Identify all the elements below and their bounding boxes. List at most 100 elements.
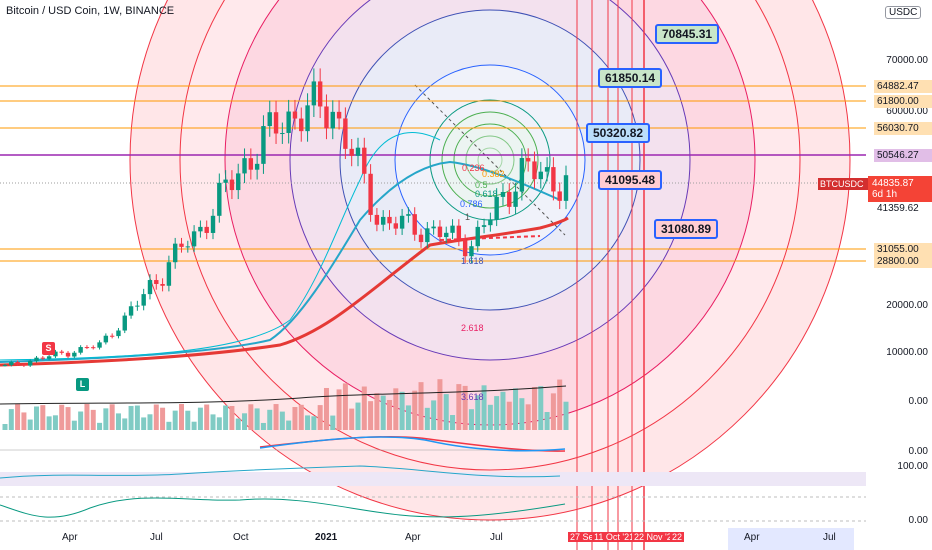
candle-body <box>406 214 411 216</box>
volume-bar <box>431 400 437 430</box>
candle-body <box>286 111 291 134</box>
fib-label: 1.618 <box>461 256 484 266</box>
candle-body <box>500 192 506 197</box>
ma-short <box>0 160 561 363</box>
candle-body <box>84 347 90 349</box>
candle-body <box>128 306 134 316</box>
currency-badge[interactable]: USDC <box>885 6 922 19</box>
volume-bar <box>128 405 134 430</box>
axis-label: 70000.00 <box>886 55 928 66</box>
x-label: Apr <box>62 532 78 543</box>
candle-body <box>91 347 96 349</box>
axis-label: 0.00 <box>908 446 928 457</box>
volume-bar <box>2 424 8 430</box>
volume-bar <box>115 413 121 430</box>
cycle-date-tag: 22 <box>670 532 685 542</box>
fib-trendline <box>414 84 566 236</box>
candle-body <box>248 158 254 170</box>
candle-body <box>59 351 64 353</box>
volume-bar <box>323 387 329 430</box>
volume-bar <box>500 391 506 430</box>
volume-bar <box>210 414 216 430</box>
x-label: Jul <box>150 532 163 543</box>
volume-bar <box>160 407 166 430</box>
volume-bar <box>147 414 153 430</box>
volume-bar <box>204 404 210 430</box>
volume-bar <box>387 399 393 430</box>
fib-circle <box>465 135 515 185</box>
volume-bar <box>254 408 260 430</box>
sell-marker[interactable]: S <box>42 342 55 355</box>
candle-body <box>72 352 77 357</box>
level-tag: 61800.00 <box>874 95 932 108</box>
candle-body <box>191 231 197 247</box>
volume-bar <box>273 404 279 430</box>
volume-bar <box>21 412 27 430</box>
candle-body <box>2 365 8 367</box>
volume-bar <box>65 407 71 430</box>
volume-bar <box>286 420 292 430</box>
candle-body <box>154 280 159 284</box>
callout-label[interactable]: 31080.89 <box>654 219 719 239</box>
candle-body <box>343 118 348 149</box>
x-label: Apr <box>405 532 421 543</box>
volume-group <box>0 379 569 430</box>
volume-bar <box>229 406 235 430</box>
candle-body <box>254 163 260 170</box>
cycle-date-tag: 27 Sep '21 <box>568 532 615 542</box>
candle-body <box>9 362 14 366</box>
candle-body <box>34 357 39 361</box>
callout-label[interactable]: 70845.31 <box>655 24 720 44</box>
candle-body <box>141 294 146 306</box>
volume-bar <box>185 410 191 430</box>
candle-body <box>97 342 102 348</box>
callout-label[interactable]: 50320.82 <box>586 123 651 143</box>
callout-label[interactable]: 61850.14 <box>598 68 663 88</box>
x-label: Oct <box>233 532 249 543</box>
candle-body <box>374 214 380 225</box>
current-price: 44835.87 <box>872 178 914 189</box>
candle-body <box>292 111 298 119</box>
callout-label[interactable]: 41095.48 <box>598 170 663 190</box>
stoch-line <box>0 497 566 518</box>
candle-body <box>236 173 241 191</box>
volume-bar <box>424 407 430 430</box>
volume-bar <box>361 386 367 430</box>
candle-body <box>311 81 317 106</box>
level-tag: 28800.00 <box>874 255 932 268</box>
volume-bar <box>374 393 380 430</box>
candle-body <box>538 171 543 180</box>
level-tag: 31055.00 <box>874 243 932 256</box>
candle-body <box>135 305 140 307</box>
volume-bar <box>172 410 178 430</box>
candle-body <box>469 246 474 257</box>
volume-bar <box>405 405 411 430</box>
candle-body <box>362 147 367 174</box>
candle-body <box>261 126 266 164</box>
volume-bar <box>279 411 285 430</box>
volume-bar <box>412 390 418 430</box>
volume-bar <box>235 418 241 430</box>
volume-bar <box>59 404 65 430</box>
axis-label: 100.00 <box>897 461 928 472</box>
candle-body <box>109 335 115 337</box>
candle-body <box>519 158 525 192</box>
volume-bar <box>336 389 342 430</box>
candle-body <box>28 360 33 366</box>
candle-body <box>494 196 499 220</box>
fib-label: 2.618 <box>461 323 484 333</box>
long-marker[interactable]: L <box>76 378 89 391</box>
volume-bar <box>538 386 544 430</box>
candle-body <box>21 364 27 366</box>
volume-bar <box>349 408 355 430</box>
volume-bar <box>71 420 77 430</box>
volume-bar <box>456 384 462 430</box>
candle-body <box>412 214 417 235</box>
axis-label: 0.00 <box>908 515 928 526</box>
candle-body <box>381 216 386 225</box>
drawings-layer <box>0 0 866 550</box>
volume-bar <box>563 401 569 430</box>
volume-bar <box>40 405 46 430</box>
